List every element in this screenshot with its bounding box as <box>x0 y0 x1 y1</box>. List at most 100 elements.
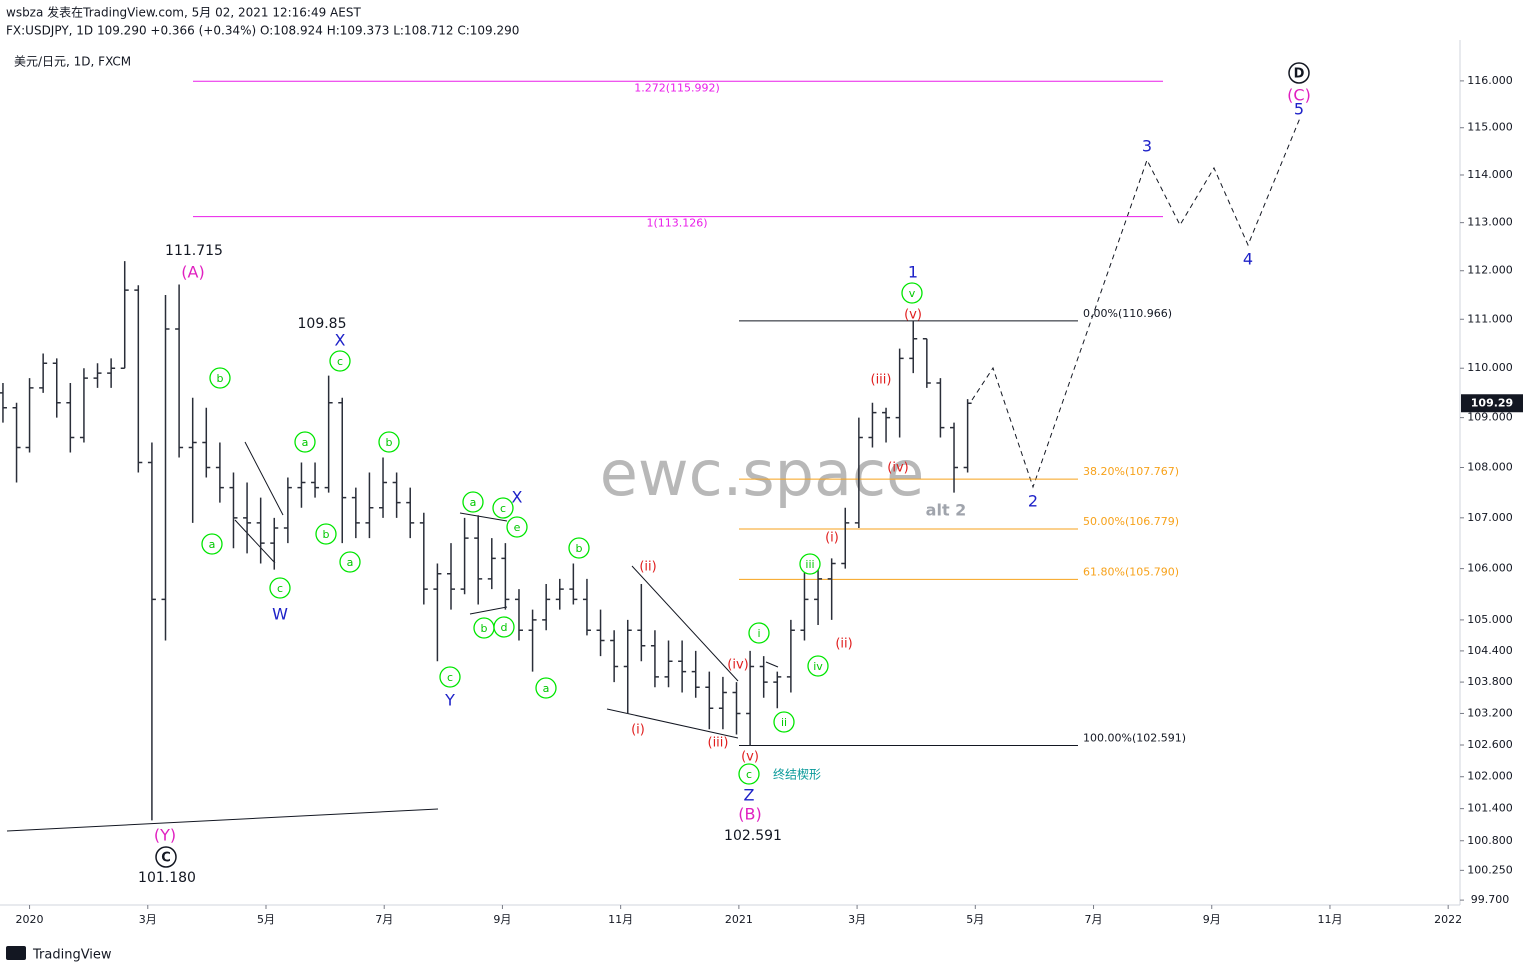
y-tick-label: 111.000 <box>1467 312 1513 325</box>
ohlc-bar <box>596 609 605 657</box>
wave-label: c <box>277 582 283 595</box>
wave-label: (B) <box>738 805 761 824</box>
x-tick-label: 2022 <box>1434 913 1462 926</box>
x-tick-label: 5月 <box>966 913 984 926</box>
ohlc-bar <box>66 382 75 453</box>
wave-circle <box>807 655 829 677</box>
ohlc-bar <box>691 650 700 698</box>
wave-label: 102.591 <box>724 828 782 844</box>
ohlc-bar <box>950 422 959 493</box>
wave-label: (ii) <box>639 560 656 575</box>
ohlc-bar <box>433 563 442 662</box>
wave-label: iv <box>813 660 823 673</box>
y-tick-label: 102.600 <box>1467 738 1513 751</box>
wave-label: c <box>337 355 343 368</box>
wave-label: (C) <box>1287 86 1311 105</box>
wave-label: (i) <box>631 723 645 738</box>
ohlc-bar <box>841 507 850 569</box>
wave-circle <box>329 350 351 372</box>
y-tick-label: 103.200 <box>1467 706 1513 719</box>
wave-label: 2 <box>1028 492 1038 511</box>
ohlc-bar <box>555 578 564 610</box>
ohlc-bar <box>392 472 401 518</box>
y-tick-label: 114.000 <box>1467 168 1513 181</box>
ohlc-bar <box>474 515 483 605</box>
wave-label: b <box>481 622 488 635</box>
ohlc-bar <box>909 320 918 374</box>
y-tick-label: 109.000 <box>1467 411 1513 424</box>
ohlc-bar <box>664 640 673 688</box>
wave-label: (i) <box>825 531 839 546</box>
wave-label: 101.180 <box>138 870 196 886</box>
ohlc-bar <box>936 378 945 438</box>
ohlc-bar <box>528 609 537 672</box>
wave-label: (ii) <box>835 637 852 652</box>
wave-circle <box>738 763 760 785</box>
y-tick-label: 107.000 <box>1467 511 1513 524</box>
ohlc-bar <box>365 472 374 539</box>
ohlc-bar <box>202 407 211 478</box>
wave-label: (iii) <box>708 736 729 751</box>
x-tick-label: 2021 <box>725 913 753 926</box>
ohlc-bar <box>419 512 428 605</box>
ohlc-bar <box>351 487 360 539</box>
x-tick-label: 7月 <box>1085 913 1103 926</box>
wave-label: i <box>757 627 760 640</box>
ohlc-bar <box>147 442 156 821</box>
ohlc-bar <box>256 497 265 564</box>
wave-circle <box>493 616 515 638</box>
fib-level-label: 1.272(115.992) <box>634 81 720 94</box>
ohlc-bar <box>487 538 496 590</box>
fib-level-label: 100.00%(102.591) <box>1083 731 1186 744</box>
ohlc-bar <box>12 402 21 483</box>
x-tick-label: 3月 <box>848 913 866 926</box>
y-tick-label: 104.400 <box>1467 644 1513 657</box>
wave-label: c <box>746 768 752 781</box>
ohlc-bar <box>406 487 415 539</box>
footer-brand: TradingView <box>32 948 112 963</box>
ohlc-bar <box>25 378 34 453</box>
wave-label: 4 <box>1243 250 1253 269</box>
ohlc-bar <box>134 285 143 473</box>
last-price-tag <box>1461 394 1523 413</box>
wave-label: a <box>209 538 216 551</box>
ohlc-bar <box>882 407 891 443</box>
ohlc-bar <box>705 671 714 730</box>
ohlc-bar <box>678 640 687 693</box>
trendlines <box>6 441 779 832</box>
wave-label: 111.715 <box>165 243 223 259</box>
wave-label: alt 2 <box>926 501 967 520</box>
x-tick-label: 9月 <box>1203 913 1221 926</box>
wave-label: c <box>447 671 453 684</box>
fib-level-label: 38.20%(107.767) <box>1083 465 1179 478</box>
wave-circle <box>492 497 514 519</box>
wave-label: a <box>302 436 309 449</box>
wave-label: 109.85 <box>298 316 347 332</box>
ohlc-bar <box>188 397 197 523</box>
wave-label: D <box>1294 67 1305 82</box>
ohlc-bar <box>120 261 129 369</box>
wave-label: (Y) <box>154 826 176 845</box>
x-tick-label: 3月 <box>139 913 157 926</box>
wave-label: a <box>543 682 550 695</box>
wave-label: d <box>501 621 508 634</box>
ohlc-bar <box>270 517 279 570</box>
y-tick-label: 113.000 <box>1467 216 1513 229</box>
y-tick-label: 100.800 <box>1467 834 1513 847</box>
fib-level-label: 50.00%(106.779) <box>1083 515 1179 528</box>
wave-label: 1 <box>908 263 918 282</box>
ohlc-bar <box>827 558 836 620</box>
wave-circle <box>773 711 795 733</box>
wave-label: b <box>323 528 330 541</box>
y-tick-label: 100.250 <box>1467 863 1513 876</box>
ohlc-bar <box>79 368 88 443</box>
chart-title: 美元/日元, 1D, FXCM <box>14 55 131 69</box>
wave-circle <box>209 367 231 389</box>
ohlc-bar <box>582 578 591 636</box>
ohlc-bar <box>786 619 795 693</box>
wave-label: v <box>909 287 916 300</box>
ohlc-bar <box>338 397 347 544</box>
wave-circle <box>462 491 484 513</box>
wave-circle <box>201 533 223 555</box>
ohlc-bar <box>501 543 510 610</box>
